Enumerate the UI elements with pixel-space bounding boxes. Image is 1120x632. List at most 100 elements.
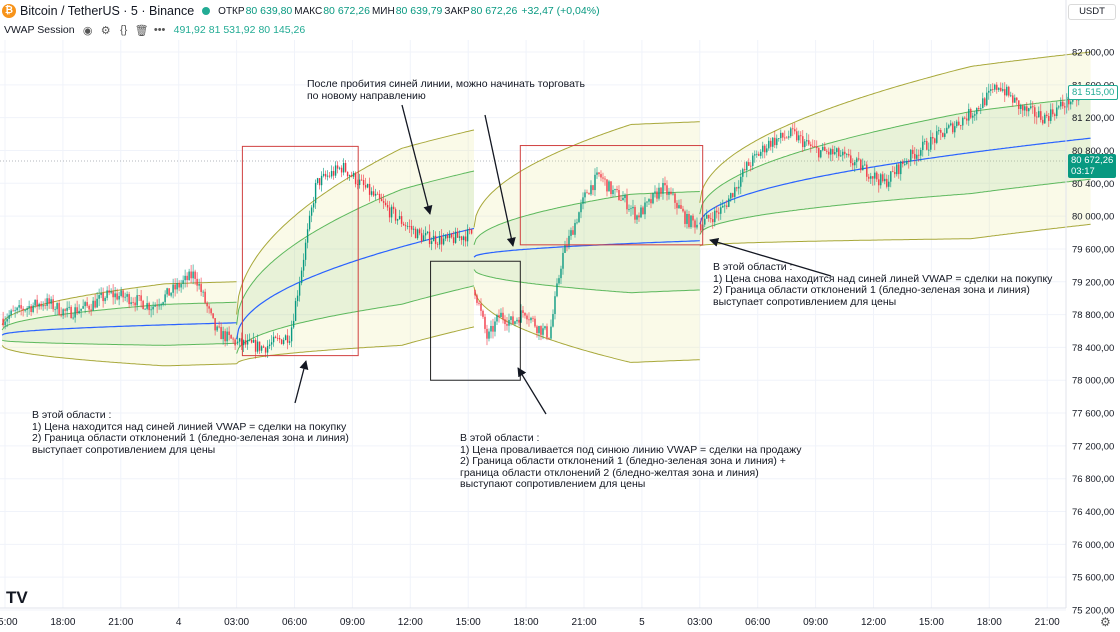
candle-body bbox=[872, 176, 874, 179]
candle-body bbox=[44, 305, 46, 306]
settings-gear-icon[interactable]: ⚙ bbox=[1100, 615, 1111, 629]
braces-icon[interactable]: {} bbox=[119, 24, 128, 36]
candle-body bbox=[584, 192, 586, 198]
candle-body bbox=[8, 315, 10, 319]
more-icon[interactable]: ••• bbox=[153, 24, 166, 36]
candle-body bbox=[122, 290, 124, 298]
candle-body bbox=[232, 338, 234, 340]
candle-body bbox=[620, 200, 622, 201]
candle-body bbox=[638, 215, 640, 218]
indicator-name[interactable]: VWAP Session bbox=[4, 24, 75, 36]
band1-upper-line bbox=[236, 170, 475, 325]
tradingview-logo[interactable]: TV bbox=[6, 588, 28, 607]
candle-body bbox=[612, 189, 614, 195]
candle-body bbox=[842, 151, 844, 156]
candle-body bbox=[582, 197, 584, 204]
currency-selector[interactable]: USDT bbox=[1068, 4, 1116, 20]
candle-body bbox=[438, 235, 441, 245]
candle-body bbox=[904, 163, 906, 165]
candle-body bbox=[666, 185, 668, 195]
candle-body bbox=[1042, 119, 1044, 124]
candle-body bbox=[566, 244, 568, 247]
candle-body bbox=[392, 206, 395, 210]
eye-icon[interactable]: ◉ bbox=[82, 24, 93, 37]
candle-body bbox=[900, 161, 902, 175]
candle-body bbox=[300, 270, 303, 284]
candle-body bbox=[860, 159, 862, 171]
trash-icon[interactable]: 🗑 bbox=[134, 24, 149, 37]
candle-body bbox=[20, 305, 22, 309]
time-axis[interactable]: 15:00 18:00 21:00 4 03:00 06:00 09:00 12:00 15:0… bbox=[0, 607, 1066, 628]
candle-body bbox=[610, 181, 612, 195]
band1-upper-line bbox=[1, 301, 237, 331]
candle-body bbox=[1028, 108, 1030, 112]
candle-body bbox=[1022, 105, 1024, 111]
candle-body bbox=[680, 205, 682, 209]
candle-body bbox=[602, 177, 604, 179]
candle-body bbox=[496, 315, 498, 322]
candle-body bbox=[274, 336, 277, 338]
time-tick-label: 03:00 bbox=[687, 617, 712, 628]
candle-body bbox=[798, 135, 800, 141]
time-tick-label: 09:00 bbox=[803, 617, 828, 628]
gear-icon[interactable]: ⚙ bbox=[100, 24, 111, 37]
candle-body bbox=[4, 321, 6, 326]
candle-body bbox=[586, 192, 588, 194]
candle-body bbox=[280, 339, 283, 345]
candle-body bbox=[50, 299, 52, 304]
candle-body bbox=[176, 283, 178, 290]
candle-body bbox=[228, 331, 230, 336]
time-tick-label: 18:00 bbox=[50, 617, 75, 628]
annotation-break: После пробития синей линии, можно начина… bbox=[307, 78, 585, 102]
vwap-line bbox=[236, 227, 475, 340]
candle-body bbox=[1064, 106, 1066, 108]
candle-body bbox=[700, 224, 702, 231]
candle-body bbox=[100, 292, 102, 296]
candle-body bbox=[458, 236, 461, 238]
candle-body bbox=[546, 326, 548, 338]
candle-body bbox=[376, 193, 379, 195]
candle-body bbox=[182, 280, 184, 285]
price-tick-label: 76 000,00 bbox=[1072, 540, 1114, 551]
candle-body bbox=[810, 144, 812, 146]
candle-body bbox=[948, 125, 950, 128]
symbol-title[interactable]: Bitcoin / TetherUS · 5 · Binance bbox=[20, 4, 195, 18]
price-tick-label: 76 800,00 bbox=[1072, 474, 1114, 485]
candle-body bbox=[268, 344, 271, 347]
candle-body bbox=[10, 310, 12, 316]
candle-body bbox=[246, 340, 249, 345]
time-tick-label: 12:00 bbox=[398, 617, 423, 628]
candle-body bbox=[140, 295, 142, 301]
candle-body bbox=[558, 278, 560, 284]
candle-body bbox=[358, 179, 361, 186]
candle-body bbox=[318, 178, 321, 186]
time-tick-label: 03:00 bbox=[224, 617, 249, 628]
candle-body bbox=[420, 233, 423, 242]
time-tick-label: 21:00 bbox=[1035, 617, 1060, 628]
candle-body bbox=[356, 184, 359, 186]
candle-body bbox=[562, 252, 564, 269]
candle-body bbox=[864, 164, 866, 166]
candle-body bbox=[592, 185, 594, 191]
candle-body bbox=[762, 145, 764, 152]
candle-body bbox=[342, 163, 345, 173]
candle-body bbox=[712, 219, 714, 223]
candle-body bbox=[600, 174, 602, 178]
candle-body bbox=[678, 205, 680, 209]
candle-body bbox=[624, 195, 626, 198]
candle-body bbox=[296, 295, 299, 302]
candle-body bbox=[16, 307, 18, 311]
candle-body bbox=[452, 237, 455, 243]
candle-body bbox=[662, 182, 664, 194]
candle-body bbox=[236, 341, 239, 344]
candle-body bbox=[1010, 95, 1012, 97]
candle-body bbox=[826, 150, 828, 152]
candle-body bbox=[894, 172, 896, 175]
arrow-right-area bbox=[709, 237, 832, 277]
candle-body bbox=[276, 337, 279, 339]
candle-body bbox=[556, 283, 558, 297]
candle-body bbox=[406, 225, 409, 227]
candle-body bbox=[608, 181, 610, 192]
